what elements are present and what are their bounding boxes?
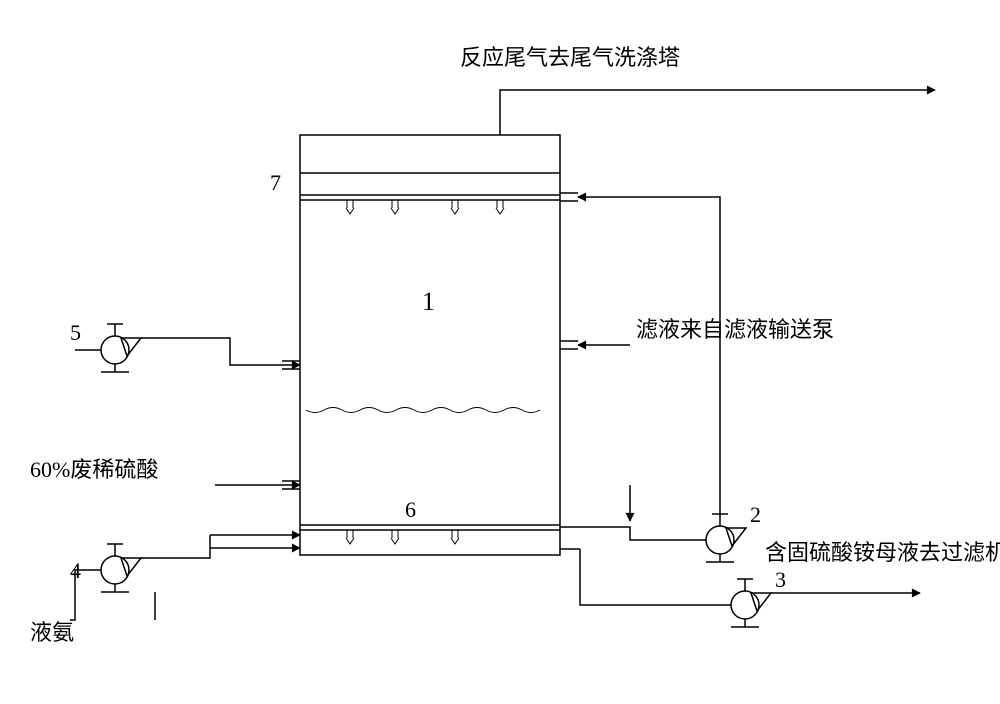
- svg-text:滤液来自滤液输送泵: 滤液来自滤液输送泵: [636, 317, 834, 342]
- svg-text:60%废稀硫酸: 60%废稀硫酸: [30, 457, 158, 482]
- svg-text:6: 6: [405, 497, 416, 522]
- svg-text:7: 7: [270, 170, 281, 195]
- svg-text:含固硫酸铵母液去过滤机: 含固硫酸铵母液去过滤机: [765, 540, 1000, 565]
- svg-text:反应尾气去尾气洗涤塔: 反应尾气去尾气洗涤塔: [460, 45, 680, 70]
- svg-text:5: 5: [70, 320, 81, 345]
- svg-text:液氨: 液氨: [30, 620, 74, 645]
- svg-text:2: 2: [750, 502, 761, 527]
- svg-text:1: 1: [422, 287, 435, 316]
- svg-text:3: 3: [775, 567, 786, 592]
